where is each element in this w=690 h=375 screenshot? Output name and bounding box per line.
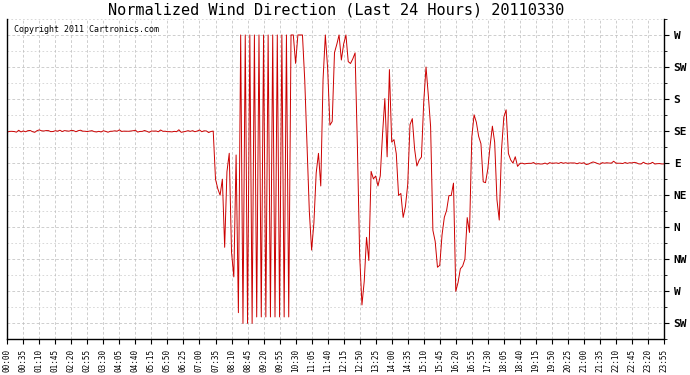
Text: Copyright 2011 Cartronics.com: Copyright 2011 Cartronics.com: [14, 26, 159, 34]
Title: Normalized Wind Direction (Last 24 Hours) 20110330: Normalized Wind Direction (Last 24 Hours…: [108, 3, 564, 18]
